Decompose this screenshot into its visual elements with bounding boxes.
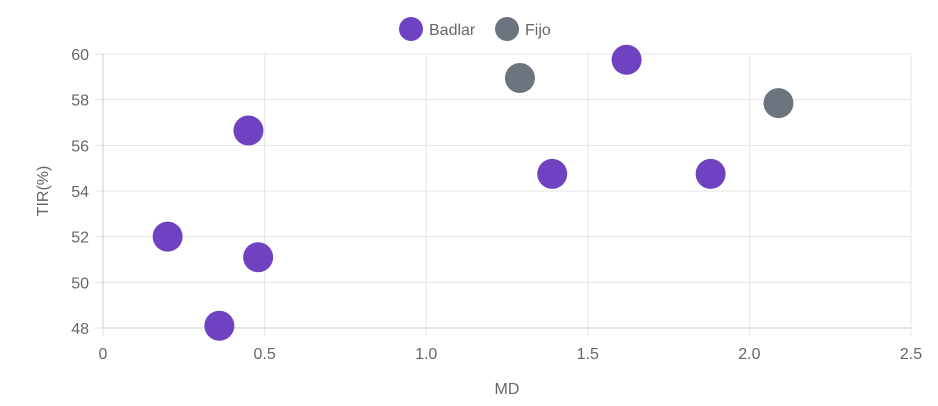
legend-item-fijo[interactable]: Fijo	[495, 17, 551, 41]
x-tick-label: 2.0	[738, 346, 760, 363]
data-point-badlar[interactable]	[611, 44, 642, 75]
x-tick-label: 0.5	[253, 346, 275, 363]
legend-label: Badlar	[429, 22, 476, 39]
x-tick-label: 0	[99, 346, 108, 363]
legend-marker	[399, 17, 423, 41]
data-point-badlar[interactable]	[243, 242, 274, 273]
x-tick-label: 1.5	[577, 346, 599, 363]
y-tick-label: 58	[71, 93, 89, 110]
x-tick-label: 2.5	[900, 346, 922, 363]
x-tick-label: 1.0	[415, 346, 437, 363]
x-tick-labels: 0 0.5 1.0 1.5 2.0 2.5	[99, 346, 923, 363]
y-tick-label: 52	[71, 230, 89, 247]
data-point-fijo[interactable]	[504, 62, 535, 93]
y-tick-label: 60	[71, 47, 89, 64]
legend-marker	[495, 17, 519, 41]
legend-label: Fijo	[525, 22, 551, 39]
y-tick-label: 48	[71, 321, 89, 338]
legend-item-badlar[interactable]: Badlar	[399, 17, 476, 41]
data-point-badlar[interactable]	[204, 310, 235, 341]
data-point-fijo[interactable]	[763, 88, 794, 119]
y-tick-label: 50	[71, 275, 89, 292]
axes	[102, 54, 911, 329]
y-tick-labels: 48 50 52 54 56 58 60	[71, 47, 89, 338]
x-axis-title: MD	[495, 381, 520, 398]
y-tick-label: 56	[71, 138, 89, 155]
y-axis-title: TIR(%)	[35, 166, 52, 217]
data-point-badlar[interactable]	[537, 158, 568, 189]
data-point-badlar[interactable]	[233, 115, 264, 146]
legend[interactable]: Badlar Fijo	[399, 17, 551, 41]
data-points	[152, 44, 794, 341]
y-tick-label: 54	[71, 184, 89, 201]
data-point-badlar[interactable]	[152, 221, 183, 252]
data-point-badlar[interactable]	[695, 158, 726, 189]
